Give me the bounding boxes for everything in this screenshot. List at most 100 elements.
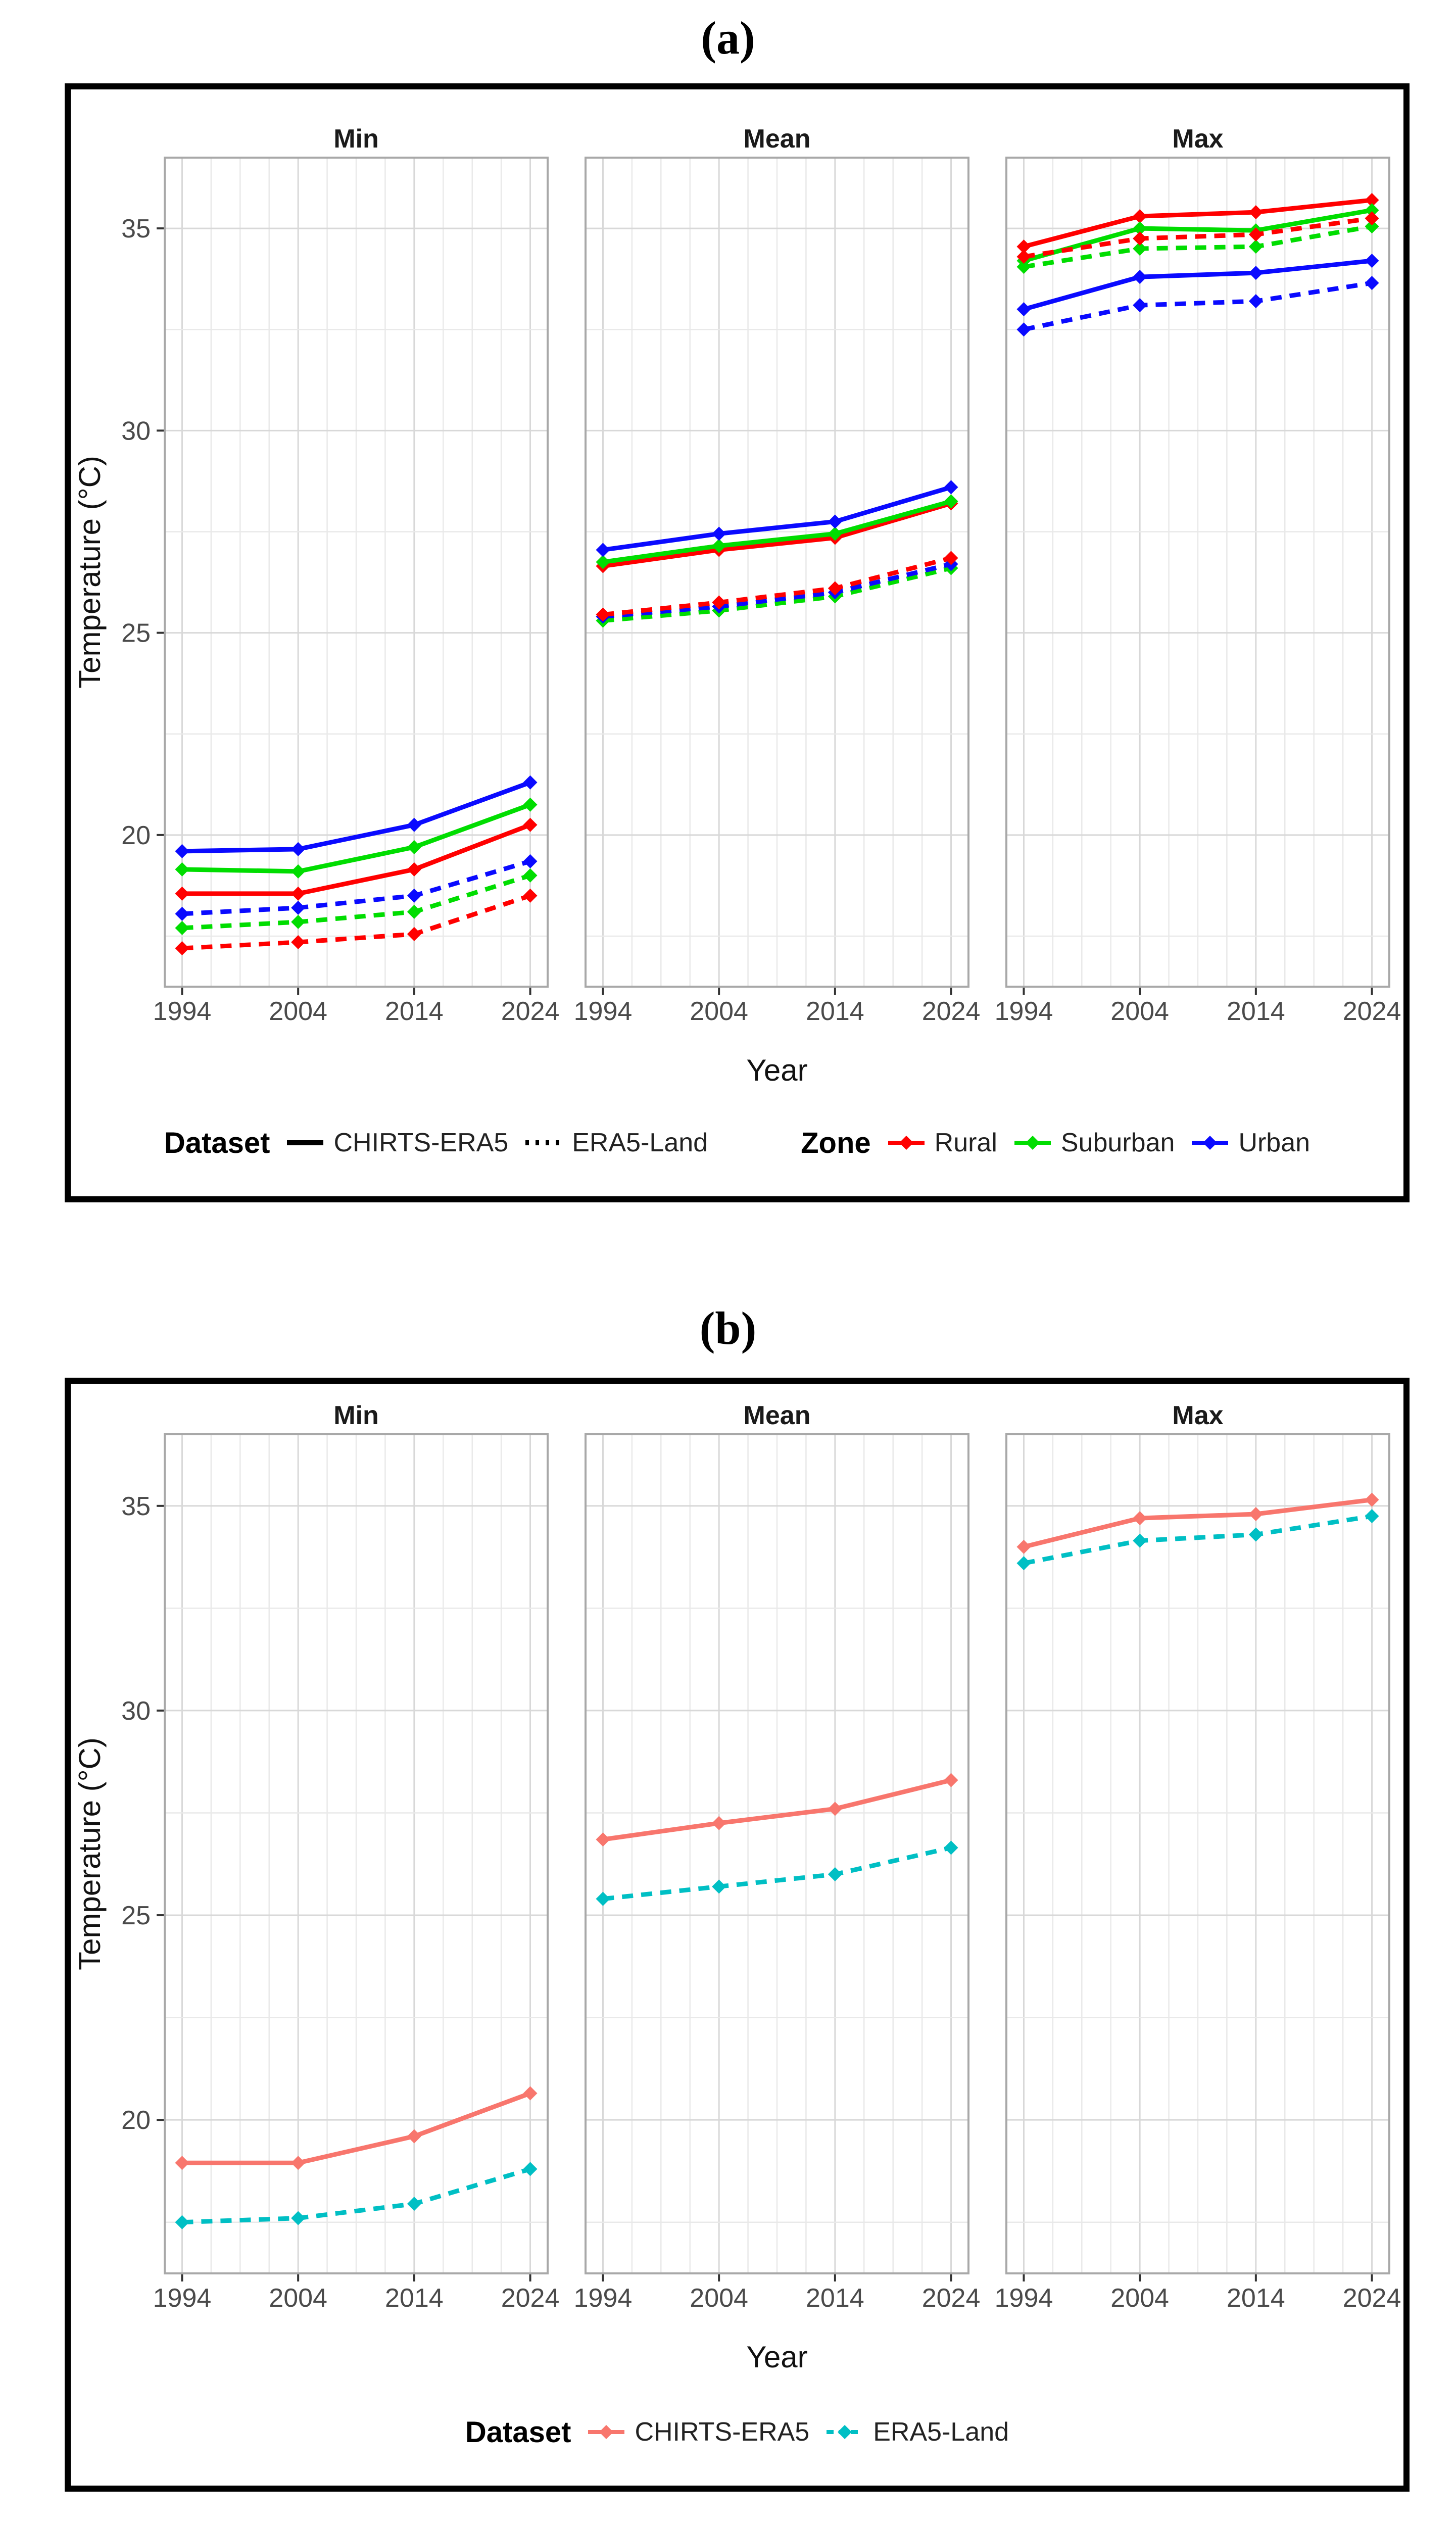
data-point-marker (1016, 302, 1031, 317)
facet-panel-border (164, 157, 549, 988)
panel-a-label: (a) (701, 12, 755, 64)
series-line (602, 499, 952, 564)
data-point-marker (828, 526, 842, 541)
data-point-marker (1016, 322, 1031, 337)
x-tick-label: 2004 (690, 997, 748, 1026)
data-point-marker (523, 868, 538, 883)
panel-a-legend: Dataset CHIRTS-ERA5 ERA5-Land Zone Rural Subu… (71, 1105, 1403, 1181)
data-point-marker (291, 935, 306, 949)
legend-entry-label: CHIRTS-ERA5 (635, 2417, 810, 2447)
data-point-marker (828, 1867, 842, 1882)
data-point-marker (1248, 227, 1263, 242)
data-point-marker (291, 2156, 306, 2170)
data-point-marker (828, 1802, 842, 1816)
panel-a-chart: Min 1994 2004 2014 2024 Mean 1994 2004 2014 2024 M… (73, 124, 1401, 1087)
data-point-marker (407, 862, 421, 877)
data-point-marker (175, 844, 189, 858)
x-tick-label: 2014 (1227, 2284, 1285, 2313)
data-point-marker (523, 797, 538, 812)
data-point-marker (1016, 260, 1031, 274)
zone-point-key-icon (588, 2425, 625, 2439)
legend-entry: ERA5-Land (523, 1128, 708, 1158)
x-tick-label: 2014 (806, 997, 864, 1026)
x-tick-label: 2004 (1110, 997, 1169, 1026)
data-point-marker (712, 539, 726, 553)
data-point-marker (1248, 266, 1263, 280)
facet-panel-border (164, 1433, 549, 2274)
data-point-marker (1365, 219, 1379, 234)
series-line (603, 566, 952, 623)
data-point-marker (1365, 254, 1379, 268)
data-point-marker (596, 555, 610, 569)
data-point-marker (523, 2086, 538, 2101)
series-line (1023, 280, 1373, 332)
data-point-marker (291, 2211, 306, 2225)
data-point-marker (1133, 221, 1147, 236)
series-line (182, 822, 531, 896)
panel-b-box: Min 1994 2004 2014 2024 Mean 1994 2004 2014 2024 M… (65, 1378, 1410, 2492)
data-point-marker (291, 900, 306, 915)
line-style-key-icon (525, 1140, 562, 1145)
series-line (1023, 208, 1373, 263)
y-tick-label: 20 (121, 821, 151, 850)
series-line (182, 2167, 531, 2225)
data-point-marker (1248, 205, 1263, 220)
data-point-marker (291, 914, 306, 929)
x-axis-title: Year (746, 1053, 807, 1087)
y-tick-label: 30 (121, 1696, 151, 1726)
data-point-marker (407, 2129, 421, 2144)
data-point-marker (944, 1773, 958, 1787)
data-point-marker (407, 840, 421, 854)
facet-panel-border (585, 157, 969, 988)
series-line (1023, 224, 1373, 269)
data-point-marker (1133, 1533, 1147, 1548)
series-line (602, 556, 952, 617)
zone-point-key-icon (1192, 1136, 1229, 1150)
data-point-marker (944, 494, 958, 509)
data-point-marker (596, 607, 610, 622)
x-tick-label: 1994 (995, 2284, 1053, 2313)
data-point-marker (1133, 209, 1147, 224)
data-point-marker (828, 514, 842, 529)
series-line (182, 780, 531, 854)
y-tick-label: 35 (121, 1492, 151, 1521)
y-tick-label: 35 (121, 214, 151, 244)
y-axis-title: Temperature (°C) (73, 456, 107, 689)
data-point-marker (1133, 241, 1147, 256)
series-line (1023, 1514, 1373, 1566)
series-line (602, 485, 952, 552)
series-line (602, 1845, 952, 1902)
legend-entry-label: ERA5-Land (873, 2417, 1009, 2447)
legend-group-title: Dataset (465, 2415, 571, 2449)
data-point-marker (291, 864, 306, 879)
data-point-marker (407, 817, 421, 832)
data-point-marker (175, 906, 189, 921)
legend-entry: Suburban (1012, 1128, 1175, 1158)
x-tick-label: 2024 (922, 2284, 981, 2313)
data-point-marker (523, 2162, 538, 2176)
x-tick-label: 2014 (385, 997, 444, 1026)
legend-group-title: Dataset (164, 1126, 270, 1159)
zone-point-key-icon (1014, 1136, 1051, 1150)
legend-entry-label: Rural (934, 1128, 997, 1157)
data-point-marker (712, 595, 726, 610)
series-line (602, 501, 952, 568)
series-line (1023, 1497, 1373, 1549)
data-point-marker (175, 862, 189, 877)
legend-entry-label: Urban (1238, 1128, 1311, 1157)
zone-point-key-icon (888, 1136, 925, 1150)
x-tick-label: 2014 (806, 2284, 864, 2313)
data-point-marker (1365, 1492, 1379, 1507)
y-tick-label: 30 (121, 416, 151, 446)
data-point-marker (175, 941, 189, 955)
y-axis-title: Temperature (°C) (73, 1737, 107, 1970)
data-point-marker (1133, 231, 1147, 246)
legend-entry: Urban (1190, 1128, 1310, 1158)
series-line (1023, 258, 1373, 312)
data-point-marker (944, 551, 958, 565)
data-point-marker (1365, 211, 1379, 226)
series-line (1023, 198, 1373, 249)
legend-entry-label: CHIRTS-ERA5 (333, 1128, 509, 1157)
panel-b-legend: Dataset CHIRTS-ERA5 ERA5-Land (71, 2394, 1403, 2470)
panel-b-chart: Min 1994 2004 2014 2024 Mean 1994 2004 2014 2024 M… (73, 1401, 1401, 2374)
